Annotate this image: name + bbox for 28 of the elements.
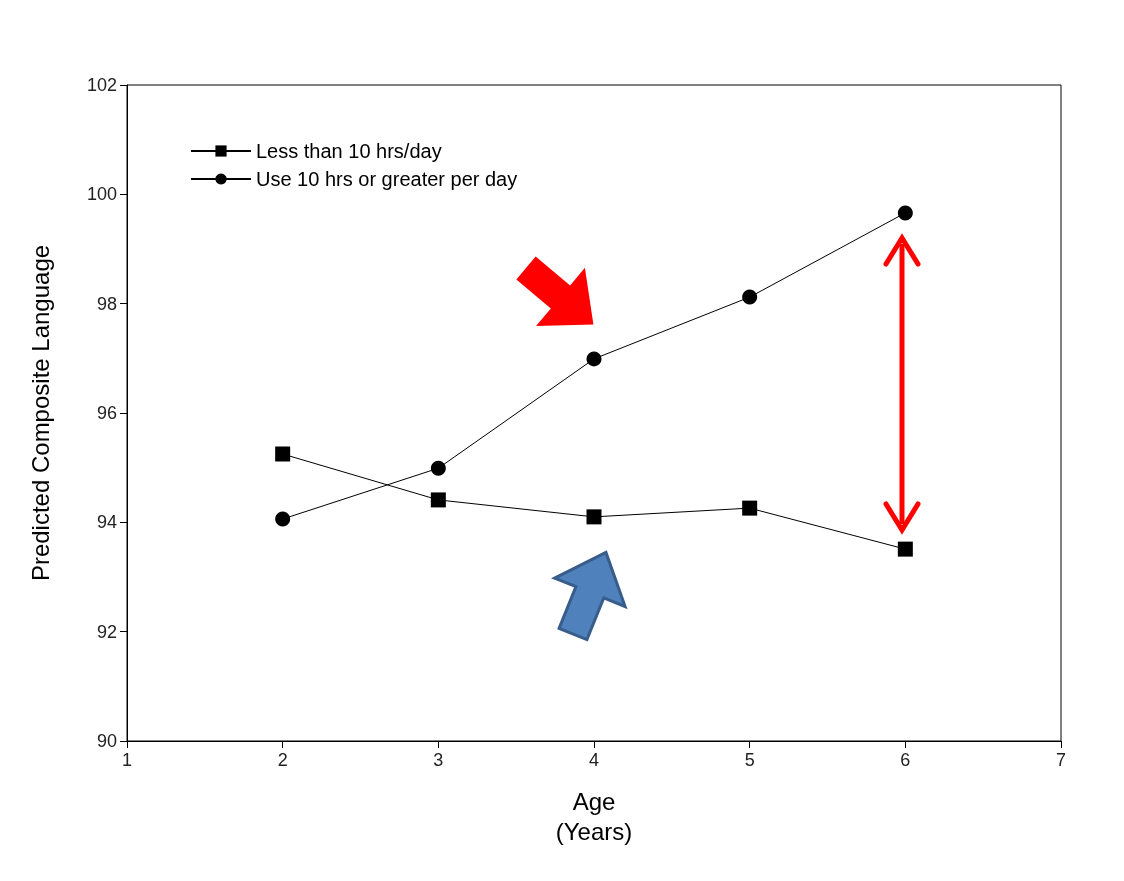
x-tick-label: 4 xyxy=(588,750,600,770)
legend-label: Less than 10 hrs/day xyxy=(256,140,442,162)
x-tick-label: 5 xyxy=(744,750,755,770)
x-tick-label: 1 xyxy=(121,750,133,770)
x-axis-title: Age (Years) xyxy=(555,787,633,845)
point xyxy=(586,351,602,367)
point xyxy=(586,509,602,525)
point xyxy=(742,500,758,516)
point xyxy=(897,205,913,221)
x-tick-label: 6 xyxy=(900,750,911,770)
y-tick-label: 98 xyxy=(96,293,117,314)
point xyxy=(742,289,758,305)
y-tick-label: 94 xyxy=(96,512,117,533)
legend-label: Use 10 hrs or greater per day xyxy=(256,168,518,190)
y-axis-title: Predicted Composite Language xyxy=(26,244,54,582)
point xyxy=(275,511,291,527)
y-tick-label: 92 xyxy=(96,621,117,642)
x-tick-label: 7 xyxy=(1055,750,1067,770)
point xyxy=(430,492,446,508)
point xyxy=(430,460,446,476)
point xyxy=(275,446,291,462)
y-tick-label: 96 xyxy=(96,403,117,423)
y-tick-label: 102 xyxy=(86,75,117,95)
y-tick-label: 100 xyxy=(86,184,117,205)
x-tick-label: 3 xyxy=(433,750,444,770)
x-tick-label: 2 xyxy=(277,750,288,770)
point xyxy=(897,541,913,557)
y-tick-label: 90 xyxy=(96,731,117,751)
